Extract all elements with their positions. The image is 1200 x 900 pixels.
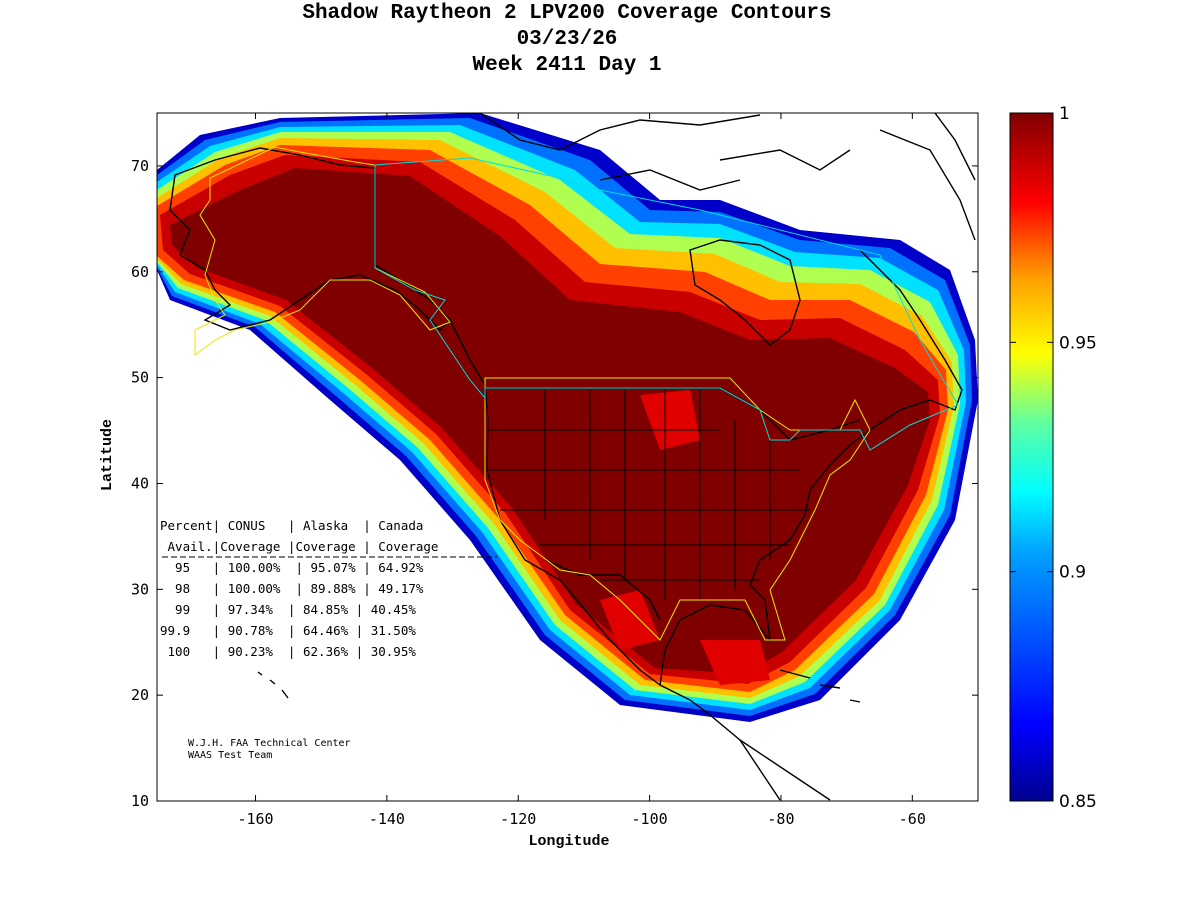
alaska-coastline — [169, 147, 451, 331]
state-lines-horizontal — [487, 429, 810, 581]
x-tick-label: -100 — [632, 810, 668, 828]
x-tick-label: -120 — [500, 810, 536, 828]
y-tick-label: 40 — [131, 474, 149, 492]
x-tick-label: -60 — [899, 810, 926, 828]
state-lines-vertical — [544, 390, 771, 600]
axis-ticks: -160 -140 -120 -100 -80 -60 10 20 30 40 50 60 70 — [131, 113, 978, 828]
table-row: 98 | 100.00% | 89.88% | 49.17% — [160, 581, 424, 596]
contour-band-100 — [170, 168, 930, 674]
conus-service-area — [484, 377, 871, 641]
table-row: 100 | 90.23% | 62.36% | 30.95% — [160, 644, 416, 659]
credit-line2: WAAS Test Team — [188, 750, 273, 761]
service-area-boundaries — [194, 146, 959, 641]
y-tick-label: 50 — [131, 369, 149, 387]
chart-title-line1: Shadow Raytheon 2 LPV200 Coverage Contou… — [302, 2, 832, 25]
us-west-coast — [484, 384, 561, 581]
x-tick-label: -140 — [369, 810, 405, 828]
greenland-edge — [934, 113, 976, 181]
table-row: 95 | 100.00% | 95.07% | 64.92% — [160, 560, 424, 575]
chart-title-line3: Week 2411 Day 1 — [472, 54, 662, 77]
contour-spot-red — [600, 590, 660, 650]
table-row: 99 | 97.34% | 84.85% | 40.45% — [160, 602, 416, 617]
coastlines — [169, 113, 976, 801]
mexico-coast — [559, 579, 781, 801]
chart-title-line2: 03/23/26 — [516, 28, 618, 51]
y-tick-label: 60 — [131, 263, 149, 281]
colorbar — [1009, 112, 1054, 802]
contour-spot-red — [700, 640, 770, 685]
colorbar-ticks: 1 0.95 0.9 0.85 — [1010, 104, 1097, 812]
central-america — [739, 739, 831, 801]
canada-service-area — [374, 157, 959, 451]
table-row: 99.9 | 90.78% | 64.46% | 31.50% — [160, 623, 416, 638]
east-canada-coast — [859, 249, 963, 431]
x-axis-title: Longitude — [528, 833, 609, 850]
state-boundaries — [487, 390, 810, 600]
hudson-bay — [689, 239, 801, 346]
y-tick-label: 30 — [131, 580, 149, 598]
canada-west-coast — [449, 319, 486, 386]
y-tick-label: 70 — [131, 157, 149, 175]
y-tick-label: 10 — [131, 792, 149, 810]
y-axis-title: Latitude — [99, 419, 116, 491]
x-tick-label: -160 — [237, 810, 273, 828]
y-tick-label: 20 — [131, 686, 149, 704]
plot-frame — [156, 112, 979, 802]
credit-line1: W.J.H. FAA Technical Center — [188, 738, 351, 749]
contour-spot-red — [640, 390, 700, 450]
gulf-coast — [659, 429, 871, 686]
x-tick-label: -80 — [767, 810, 794, 828]
hawaii-islands — [257, 671, 289, 699]
colorbar-tick-label: 0.95 — [1059, 333, 1097, 353]
table-header-2: Avail.|Coverage |Coverage | Coverage — [160, 539, 439, 554]
us-mexico-border — [544, 559, 661, 621]
colorbar-tick-label: 1 — [1059, 104, 1070, 124]
colorbar-tick-label: 0.9 — [1059, 563, 1086, 583]
caribbean-islands — [779, 669, 861, 703]
table-header-1: Percent| CONUS | Alaska | Canada — [160, 518, 424, 533]
arctic-islands — [479, 113, 976, 241]
table-divider — [162, 556, 497, 558]
colorbar-tick-label: 0.85 — [1059, 792, 1097, 812]
